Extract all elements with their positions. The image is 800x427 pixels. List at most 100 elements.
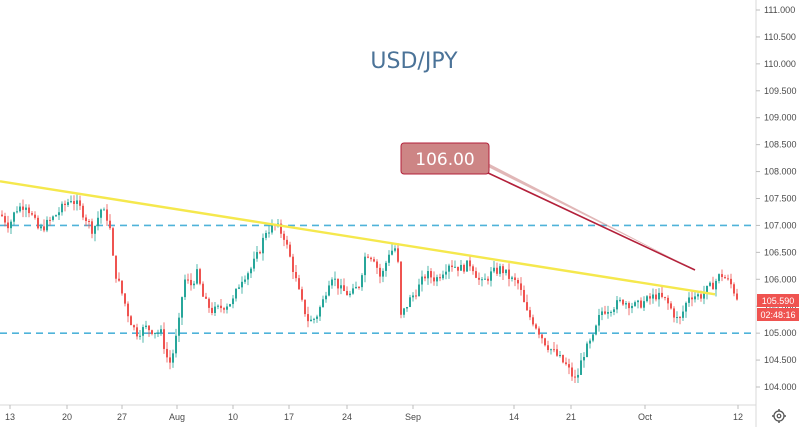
candle-body: [730, 278, 732, 285]
countdown-tag-label: 02:48:16: [760, 310, 795, 320]
candle-body: [397, 248, 399, 262]
candle-body: [430, 271, 432, 278]
candle-body: [505, 269, 507, 274]
candle-body: [46, 219, 48, 231]
y-tick-label: 107.000: [764, 220, 797, 230]
candle-body: [682, 311, 684, 318]
candle-body: [586, 343, 588, 357]
candle-body: [121, 280, 123, 294]
candle-body: [499, 266, 501, 274]
candle-body: [319, 307, 321, 317]
candle-body: [313, 318, 315, 320]
candle-body: [181, 297, 183, 318]
x-tick-label: 24: [342, 412, 352, 422]
candle-body: [610, 311, 612, 313]
candle-body: [568, 364, 570, 368]
candle-body: [442, 274, 444, 279]
candle-body: [394, 248, 396, 251]
candle-body: [265, 232, 267, 238]
candle-body: [532, 317, 534, 325]
candle-body: [541, 334, 543, 339]
candle-body: [670, 303, 672, 309]
candle-body: [655, 294, 657, 300]
candle-body: [169, 357, 171, 363]
candle-body: [58, 212, 60, 216]
candle-body: [562, 355, 564, 363]
candle-body: [493, 267, 495, 272]
settings-gear-icon[interactable]: [772, 409, 786, 423]
candle-body: [91, 221, 93, 234]
price-callout: 106.00: [400, 142, 696, 271]
candle-body: [256, 252, 258, 259]
candle-body: [307, 314, 309, 322]
candle-body: [376, 261, 378, 268]
candle-body: [145, 325, 147, 328]
callout-label: 106.00: [415, 150, 474, 170]
price-scale[interactable]: [756, 0, 800, 427]
candle-body: [613, 309, 615, 312]
candle-body: [418, 284, 420, 297]
candle-body: [514, 277, 516, 281]
candle-body: [604, 311, 606, 314]
candle-body: [727, 278, 729, 280]
x-tick-label: 21: [566, 412, 576, 422]
y-tick-label: 108.000: [764, 167, 797, 177]
candle-body: [715, 280, 717, 290]
candle-body: [718, 274, 720, 281]
candle-body: [487, 278, 489, 281]
candle-body: [598, 314, 600, 326]
candle-body: [469, 260, 471, 267]
candle-body: [637, 300, 639, 303]
candle-body: [136, 327, 138, 337]
candle-body: [523, 289, 525, 303]
candle-body: [67, 202, 69, 206]
candle-body: [244, 279, 246, 282]
candle-body: [694, 296, 696, 300]
candle-body: [262, 237, 264, 254]
x-tick-label: 13: [5, 412, 15, 422]
candle-body: [511, 277, 513, 279]
candle-body: [388, 254, 390, 263]
y-tick-label: 111.000: [764, 5, 795, 15]
candle-body: [664, 296, 666, 298]
candle-body: [721, 274, 723, 278]
candle-body: [334, 278, 336, 280]
candle-body: [508, 269, 510, 279]
candle-body: [709, 282, 711, 286]
candle-body: [355, 286, 357, 289]
candle-body: [592, 334, 594, 341]
candle-body: [697, 294, 699, 297]
candle-body: [22, 206, 24, 210]
candle-body: [574, 376, 576, 378]
candle-body: [547, 345, 549, 350]
candle-body: [31, 213, 33, 215]
x-tick-label: 10: [228, 412, 238, 422]
candle-body: [535, 324, 537, 329]
candle-body: [184, 279, 186, 298]
candle-body: [640, 300, 642, 308]
candle-body: [412, 295, 414, 298]
price-tag: [757, 294, 799, 307]
countdown-tag: [757, 308, 799, 321]
candle-body: [571, 367, 573, 377]
y-tick-label: 106.500: [764, 247, 797, 257]
candle-body: [421, 276, 423, 285]
candle-body: [196, 269, 198, 284]
x-tick-label: Sep: [405, 412, 421, 422]
y-tick-label: 104.000: [764, 382, 797, 392]
candle-body: [520, 283, 522, 290]
candle-body: [16, 211, 18, 213]
candle-body: [79, 200, 81, 206]
x-tick-label: 14: [509, 412, 519, 422]
candle-body: [280, 223, 282, 234]
candle-body: [292, 256, 294, 272]
candle-body: [259, 252, 261, 254]
candle-body: [106, 209, 108, 221]
candle-body: [466, 260, 468, 272]
candle-body: [331, 279, 333, 286]
candle-body: [436, 277, 438, 282]
candle-body: [10, 221, 12, 229]
candle-body: [100, 209, 102, 218]
candle-body: [712, 282, 714, 290]
candle-body: [634, 302, 636, 306]
